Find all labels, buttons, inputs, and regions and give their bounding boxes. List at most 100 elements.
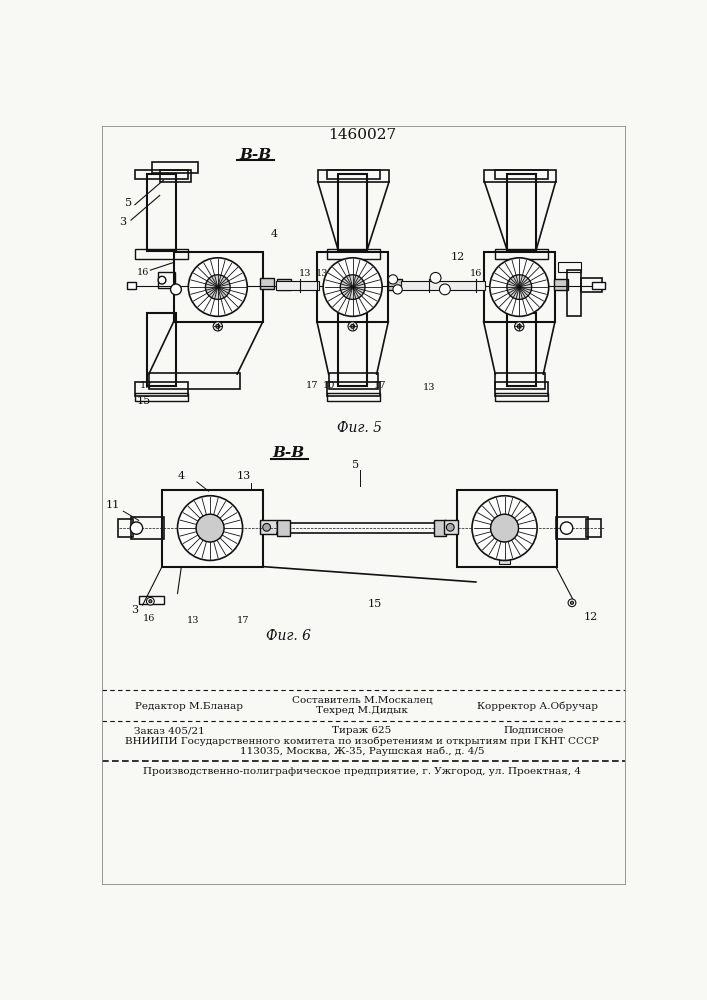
- Bar: [135, 249, 187, 259]
- Text: Фиг. 6: Фиг. 6: [266, 629, 311, 643]
- Text: 11: 11: [106, 500, 120, 510]
- Text: 3: 3: [132, 605, 139, 615]
- Text: 113035, Москва, Ж-35, Раушская наб., д. 4/5: 113035, Москва, Ж-35, Раушская наб., д. …: [240, 747, 484, 756]
- Text: 13: 13: [187, 616, 199, 625]
- Text: 13: 13: [140, 381, 153, 390]
- Bar: [567, 270, 581, 316]
- Bar: [276, 279, 291, 290]
- Circle shape: [430, 272, 441, 283]
- Circle shape: [491, 515, 518, 542]
- Bar: [327, 382, 380, 396]
- Bar: [556, 517, 588, 539]
- Bar: [495, 393, 548, 401]
- Text: Редактор М.Бланар: Редактор М.Бланар: [135, 702, 243, 711]
- Circle shape: [177, 496, 243, 560]
- Circle shape: [149, 600, 152, 603]
- Circle shape: [323, 258, 382, 316]
- Circle shape: [130, 522, 143, 534]
- Circle shape: [213, 322, 223, 331]
- Bar: [149, 373, 240, 389]
- Text: 1460027: 1460027: [328, 128, 396, 142]
- Circle shape: [351, 324, 355, 328]
- Bar: [329, 373, 378, 389]
- Bar: [135, 170, 187, 179]
- Bar: [162, 490, 263, 567]
- Circle shape: [216, 324, 220, 328]
- Text: 13: 13: [423, 383, 436, 392]
- Bar: [592, 282, 604, 289]
- Text: 4: 4: [178, 471, 185, 481]
- Circle shape: [146, 597, 154, 605]
- Bar: [434, 520, 446, 536]
- Bar: [118, 519, 134, 537]
- Bar: [152, 162, 199, 173]
- Circle shape: [263, 523, 271, 531]
- Circle shape: [188, 258, 247, 316]
- Circle shape: [206, 275, 230, 299]
- Text: 15: 15: [137, 396, 151, 406]
- Bar: [277, 520, 290, 536]
- Text: 16: 16: [469, 269, 482, 278]
- Bar: [260, 520, 277, 534]
- Text: В-В: В-В: [239, 148, 271, 162]
- Bar: [457, 490, 557, 567]
- Bar: [135, 382, 187, 396]
- Text: 4: 4: [271, 229, 278, 239]
- Bar: [317, 170, 389, 182]
- Circle shape: [340, 275, 365, 299]
- Bar: [580, 278, 602, 292]
- Bar: [260, 278, 274, 289]
- Circle shape: [393, 285, 402, 294]
- Circle shape: [446, 523, 454, 531]
- Bar: [135, 393, 187, 401]
- Text: Фиг. 5: Фиг. 5: [337, 421, 382, 435]
- Bar: [402, 281, 485, 290]
- Text: 16: 16: [143, 614, 155, 623]
- Text: 5: 5: [125, 198, 132, 208]
- Bar: [127, 282, 136, 289]
- Bar: [558, 262, 581, 272]
- Text: 17: 17: [237, 616, 250, 625]
- Text: 16: 16: [136, 268, 148, 277]
- Bar: [495, 249, 548, 259]
- Text: Составитель М.Москалец: Составитель М.Москалец: [292, 695, 432, 704]
- Text: 17: 17: [373, 381, 386, 390]
- Text: Тираж 625: Тираж 625: [332, 726, 392, 735]
- Bar: [338, 174, 368, 251]
- Bar: [495, 170, 548, 179]
- Bar: [507, 312, 537, 386]
- Bar: [131, 517, 163, 539]
- Circle shape: [158, 276, 166, 284]
- Text: ВНИИПИ Государственного комитета по изобретениям и открытиям при ГКНТ СССР: ВНИИПИ Государственного комитета по изоб…: [125, 737, 599, 746]
- Text: 3: 3: [119, 217, 126, 227]
- Bar: [507, 174, 537, 251]
- Circle shape: [388, 275, 397, 284]
- Bar: [160, 170, 191, 182]
- Circle shape: [197, 515, 223, 542]
- Text: 12: 12: [583, 612, 597, 622]
- Text: Подписное: Подписное: [504, 726, 564, 735]
- Text: Корректор А.Обручар: Корректор А.Обручар: [477, 702, 598, 711]
- Text: 12: 12: [450, 252, 464, 262]
- Bar: [327, 249, 380, 259]
- Circle shape: [170, 284, 182, 295]
- Bar: [495, 382, 548, 396]
- Circle shape: [490, 258, 549, 316]
- Bar: [586, 519, 602, 537]
- Circle shape: [491, 514, 518, 542]
- Text: Техред М.Дидык: Техред М.Дидык: [316, 706, 408, 715]
- Bar: [327, 393, 380, 401]
- Circle shape: [561, 522, 573, 534]
- Bar: [484, 252, 555, 322]
- Bar: [158, 272, 175, 288]
- Bar: [327, 170, 380, 179]
- Bar: [338, 312, 368, 386]
- Text: В-В: В-В: [272, 446, 305, 460]
- Circle shape: [472, 496, 537, 560]
- Circle shape: [568, 599, 575, 607]
- Bar: [444, 520, 458, 534]
- Text: 10: 10: [322, 381, 335, 390]
- Text: 13: 13: [236, 471, 250, 481]
- Text: 15: 15: [368, 599, 382, 609]
- Text: Производственно-полиграфическое предприятие, г. Ужгород, ул. Проектная, 4: Производственно-полиграфическое предприя…: [143, 767, 581, 776]
